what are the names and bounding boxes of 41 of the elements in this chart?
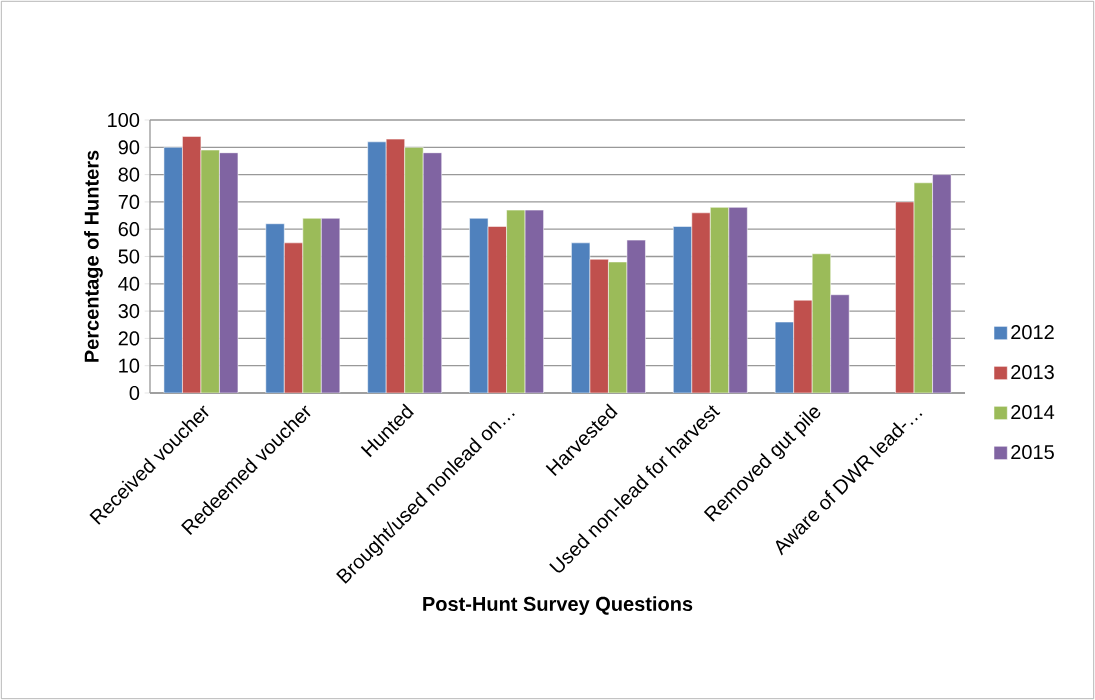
bar [321, 218, 341, 393]
legend-label: 2015 [1011, 444, 1054, 460]
y-tick-label: 40 [118, 276, 140, 291]
legend-label: 2013 [1011, 365, 1054, 380]
legend-label: 2012 [1011, 325, 1054, 340]
x-axis-title: Post-Hunt Survey Questions [423, 596, 693, 615]
bar [895, 201, 915, 393]
y-tick-label: 20 [118, 331, 140, 346]
bar [385, 138, 405, 393]
y-tick-label: 60 [118, 222, 140, 237]
y-tick-label: 10 [119, 358, 140, 373]
bar [589, 258, 609, 393]
bar [219, 152, 239, 393]
bar [811, 253, 831, 393]
bar [284, 242, 304, 393]
y-tick-label: 30 [118, 304, 140, 319]
bar [728, 207, 748, 393]
bar [200, 149, 220, 393]
y-tick-label: 50 [118, 249, 140, 264]
bar [422, 152, 442, 393]
y-tick-label: 80 [118, 167, 140, 182]
bar [608, 261, 628, 393]
bar [710, 207, 730, 393]
y-tick-label: 0 [129, 385, 140, 401]
bar [793, 299, 813, 393]
bar [691, 212, 711, 393]
bar [830, 294, 850, 393]
bar [913, 182, 933, 393]
y-tick-label: 100 [108, 112, 140, 128]
bar [182, 136, 202, 393]
bar [506, 209, 526, 393]
legend-label: 2014 [1011, 405, 1055, 420]
bar [404, 147, 424, 393]
y-axis-title: Percentage of Hunters [84, 150, 103, 362]
bar [932, 174, 952, 393]
y-tick-label: 70 [118, 194, 140, 209]
y-tick-label: 90 [118, 140, 140, 155]
bar [626, 239, 646, 393]
bar [302, 218, 322, 393]
bar [487, 226, 507, 393]
bar [524, 209, 544, 393]
